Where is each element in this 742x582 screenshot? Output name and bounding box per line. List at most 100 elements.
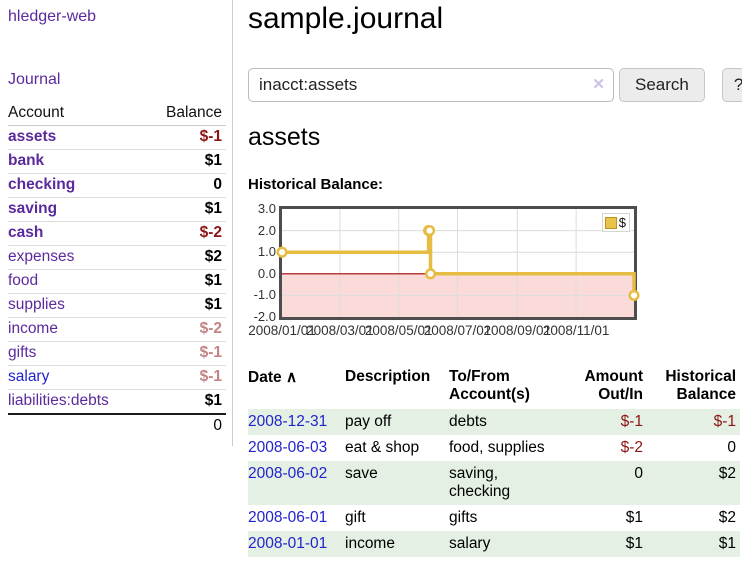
x-tick-label: 2008/07/01 — [423, 323, 492, 338]
account-link-cash[interactable]: cash — [8, 224, 44, 241]
transaction-amount: $1 — [625, 535, 643, 552]
y-tick-label: 2.0 — [257, 222, 276, 238]
clear-search-icon[interactable]: ✕ — [592, 76, 605, 93]
transaction-balance: $2 — [718, 509, 736, 526]
legend-swatch-icon — [604, 216, 617, 229]
account-row: expenses $2 — [8, 245, 226, 270]
chart-title: Historical Balance: — [248, 176, 384, 193]
transaction-accounts: saving, checking — [449, 465, 511, 500]
transaction-amount: $-1 — [620, 413, 643, 430]
main-content: sample.journal ✕ Search ? assets Histori… — [233, 0, 742, 557]
transaction-accounts: food, supplies — [449, 439, 545, 456]
account-balance: $1 — [144, 149, 226, 174]
account-balance: $-1 — [144, 341, 226, 366]
data-point-marker — [628, 289, 640, 301]
transaction-date-link[interactable]: 2008-01-01 — [248, 535, 328, 552]
account-row: income $-2 — [8, 317, 226, 342]
transaction-balance: $2 — [718, 465, 736, 482]
account-balance: $1 — [144, 197, 226, 222]
account-balance: $-1 — [144, 365, 226, 390]
transaction-date-link[interactable]: 2008-06-01 — [248, 509, 328, 526]
account-balance: 0 — [144, 173, 226, 198]
y-tick-label: 3.0 — [257, 201, 276, 216]
transaction-row: 2008-06-02 save saving, checking 0 $2 — [248, 461, 740, 505]
account-total-row: 0 — [8, 413, 226, 438]
transaction-description: gift — [345, 509, 366, 526]
account-balance: $2 — [144, 245, 226, 270]
transactions-header-row: Date ∧ Description To/From Account(s) Am… — [248, 366, 740, 409]
account-balance-table: Account Balance assets $-1 bank $1 check… — [8, 102, 226, 438]
balance-column-header: Historical Balance — [665, 368, 736, 403]
data-point-marker — [424, 268, 437, 280]
transaction-description: income — [345, 535, 395, 552]
account-row: saving $1 — [8, 197, 226, 222]
transaction-row: 2008-12-31 pay off debts $-1 $-1 — [248, 409, 740, 435]
app-layout: hledger-web Journal Account Balance asse… — [8, 0, 742, 557]
account-link-food[interactable]: food — [8, 272, 39, 289]
date-column-header[interactable]: Date ∧ — [248, 366, 345, 409]
account-row: checking 0 — [8, 173, 226, 198]
account-link-income[interactable]: income — [8, 320, 58, 337]
account-link-salary[interactable]: salary — [8, 368, 50, 385]
transaction-balance: 0 — [727, 439, 736, 456]
transaction-description: eat & shop — [345, 439, 420, 456]
account-row: liabilities:debts $1 — [8, 389, 226, 415]
date-header-label: Date — [248, 369, 282, 386]
account-table-header: Account Balance — [8, 102, 226, 126]
x-tick-label: 2008/05/01 — [364, 323, 433, 338]
search-input[interactable] — [248, 68, 614, 102]
accounts-total-balance: 0 — [144, 413, 226, 438]
transaction-date-link[interactable]: 2008-06-03 — [248, 439, 328, 456]
data-point-marker — [424, 225, 436, 237]
account-heading: assets — [248, 123, 321, 151]
search-button[interactable]: Search — [619, 68, 705, 102]
account-balance: $1 — [144, 269, 226, 294]
app-title-link[interactable]: hledger-web — [8, 8, 97, 25]
chart-legend: $ — [601, 213, 630, 232]
account-row: cash $-2 — [8, 221, 226, 246]
help-button[interactable]: ? — [721, 68, 742, 102]
historical-balance-chart: $ 2008/01/01 2008/03/01 2008/05/01 2008/07/… — [248, 201, 727, 344]
transaction-row: 2008-06-01 gift gifts $1 $2 — [248, 505, 740, 531]
transaction-description: pay off — [345, 413, 392, 430]
x-tick-label: 2008/09/01 — [483, 323, 552, 338]
transaction-amount: 0 — [634, 465, 643, 482]
description-column-header: Description — [345, 368, 431, 385]
account-row: supplies $1 — [8, 293, 226, 318]
account-row: assets $-1 — [8, 125, 226, 150]
sort-ascending-icon: ∧ — [285, 369, 298, 386]
transaction-balance: $1 — [718, 535, 736, 552]
account-balance: $-2 — [144, 317, 226, 342]
account-link-liabilities-debts[interactable]: liabilities:debts — [8, 392, 109, 409]
search-form: ✕ Search ? — [248, 68, 742, 102]
transaction-balance: $-1 — [713, 413, 736, 430]
account-link-bank[interactable]: bank — [8, 152, 45, 169]
account-link-supplies[interactable]: supplies — [8, 296, 65, 313]
sidebar-item-journal[interactable]: Journal — [8, 71, 61, 88]
account-row: gifts $-1 — [8, 341, 226, 366]
account-link-saving[interactable]: saving — [8, 200, 58, 217]
chart-x-axis: 2008/01/01 2008/03/01 2008/05/01 2008/07/01… — [248, 323, 643, 341]
transaction-date-link[interactable]: 2008-12-31 — [248, 413, 328, 430]
transaction-date-link[interactable]: 2008-06-02 — [248, 465, 328, 482]
amount-column-header: Amount Out/In — [584, 368, 643, 403]
account-link-checking[interactable]: checking — [8, 176, 76, 193]
x-tick-label: 2008/11/01 — [542, 323, 610, 338]
account-link-assets[interactable]: assets — [8, 128, 57, 145]
data-point-marker — [276, 246, 288, 258]
transaction-accounts: debts — [449, 413, 487, 430]
transaction-row: 2008-06-03 eat & shop food, supplies $-2… — [248, 435, 740, 461]
balance-column-header: Balance — [144, 102, 226, 126]
account-column-header: Account — [8, 102, 145, 126]
transaction-accounts: gifts — [449, 509, 478, 526]
account-link-expenses[interactable]: expenses — [8, 248, 75, 265]
transaction-amount: $1 — [625, 509, 643, 526]
transaction-description: save — [345, 465, 378, 482]
account-row: salary $-1 — [8, 365, 226, 390]
transaction-row: 2008-01-01 income salary $1 $1 — [248, 531, 740, 557]
transaction-accounts: salary — [449, 535, 491, 552]
account-balance: $1 — [144, 389, 226, 415]
account-balance: $1 — [144, 293, 226, 318]
account-link-gifts[interactable]: gifts — [8, 344, 37, 361]
account-row: bank $1 — [8, 149, 226, 174]
